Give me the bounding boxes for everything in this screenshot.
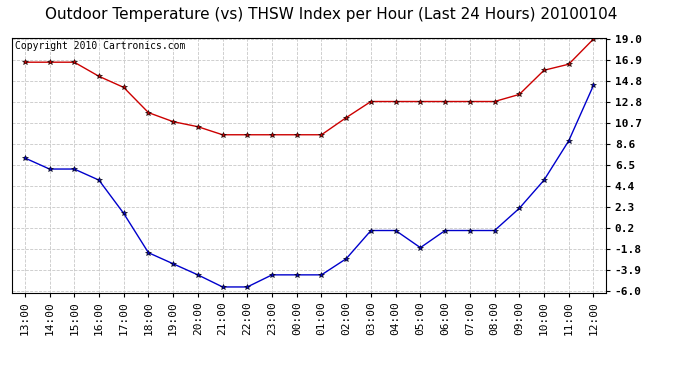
Text: Copyright 2010 Cartronics.com: Copyright 2010 Cartronics.com — [15, 41, 186, 51]
Text: Outdoor Temperature (vs) THSW Index per Hour (Last 24 Hours) 20100104: Outdoor Temperature (vs) THSW Index per … — [45, 8, 618, 22]
